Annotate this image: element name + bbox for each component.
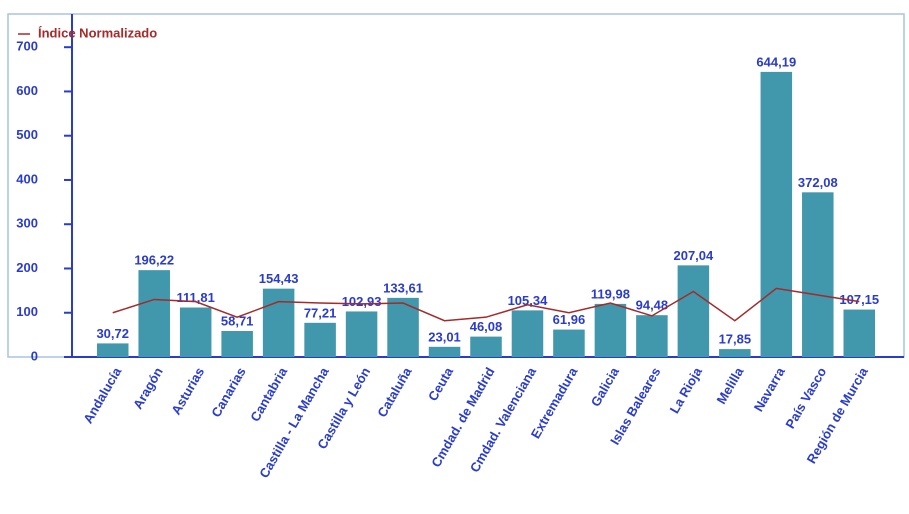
value-label: 372,08 [798, 175, 838, 190]
bar [138, 270, 170, 357]
bar [511, 310, 544, 357]
value-label: 61,96 [553, 312, 586, 327]
bar [677, 265, 710, 357]
value-label: 644,19 [756, 54, 796, 69]
value-label: 207,04 [673, 248, 714, 263]
bar [221, 331, 253, 357]
x-tick-label: Galicia [588, 364, 623, 409]
x-tick-label: Navarra [751, 364, 789, 414]
x-tick-label: País Vasco [782, 365, 829, 431]
bar [553, 329, 585, 357]
bar [802, 192, 834, 357]
x-tick-label: Ceuta [425, 364, 456, 403]
bar [179, 307, 212, 357]
y-tick-label: 0 [31, 348, 38, 363]
value-label: 133,61 [383, 280, 423, 295]
y-tick-label: 500 [16, 127, 38, 142]
value-label: 94,48 [636, 298, 669, 313]
value-label: 105,34 [508, 293, 549, 308]
value-label: 107,15 [839, 292, 879, 307]
bar [470, 336, 502, 357]
value-label: 111,81 [177, 290, 215, 305]
bar [843, 309, 876, 357]
x-tick-label: Canarias [208, 365, 248, 420]
value-label: 46,08 [470, 319, 503, 334]
bar [387, 297, 419, 357]
value-label: 77,21 [304, 305, 337, 320]
value-label: 102,93 [342, 294, 382, 309]
value-label: 23,01 [428, 329, 461, 344]
x-tick-label: Cantabria [247, 364, 290, 424]
value-label: 196,22 [134, 253, 174, 268]
y-tick-label: 600 [16, 83, 38, 98]
value-label: 30,72 [96, 326, 129, 341]
value-label: 58,71 [221, 313, 254, 328]
bar [760, 71, 793, 357]
bar [428, 346, 461, 357]
x-tick-label: Cataluña [374, 364, 415, 420]
y-tick-label: 700 [16, 39, 38, 54]
bar [96, 343, 129, 357]
bar [719, 349, 751, 357]
bar [594, 303, 627, 357]
bar [262, 288, 295, 357]
bar [304, 322, 336, 357]
y-tick-label: 300 [16, 216, 38, 231]
x-tick-label: Aragón [130, 365, 166, 412]
x-tick-label: La Rioja [667, 364, 706, 416]
bar [345, 311, 378, 357]
x-tick-label: Andalucía [80, 364, 124, 426]
legend-label: Índice Normalizado [38, 25, 157, 40]
value-label: 154,43 [259, 271, 299, 286]
y-tick-label: 200 [16, 260, 38, 275]
y-tick-label: 400 [16, 171, 38, 186]
line [112, 287, 860, 322]
value-label: 119,98 [591, 286, 630, 301]
y-tick-label: 100 [16, 304, 38, 319]
x-tick-label: Melilla [714, 364, 747, 407]
x-tick-label: Asturias [168, 365, 207, 418]
value-label: 17,85 [719, 332, 752, 347]
bar [636, 315, 668, 357]
